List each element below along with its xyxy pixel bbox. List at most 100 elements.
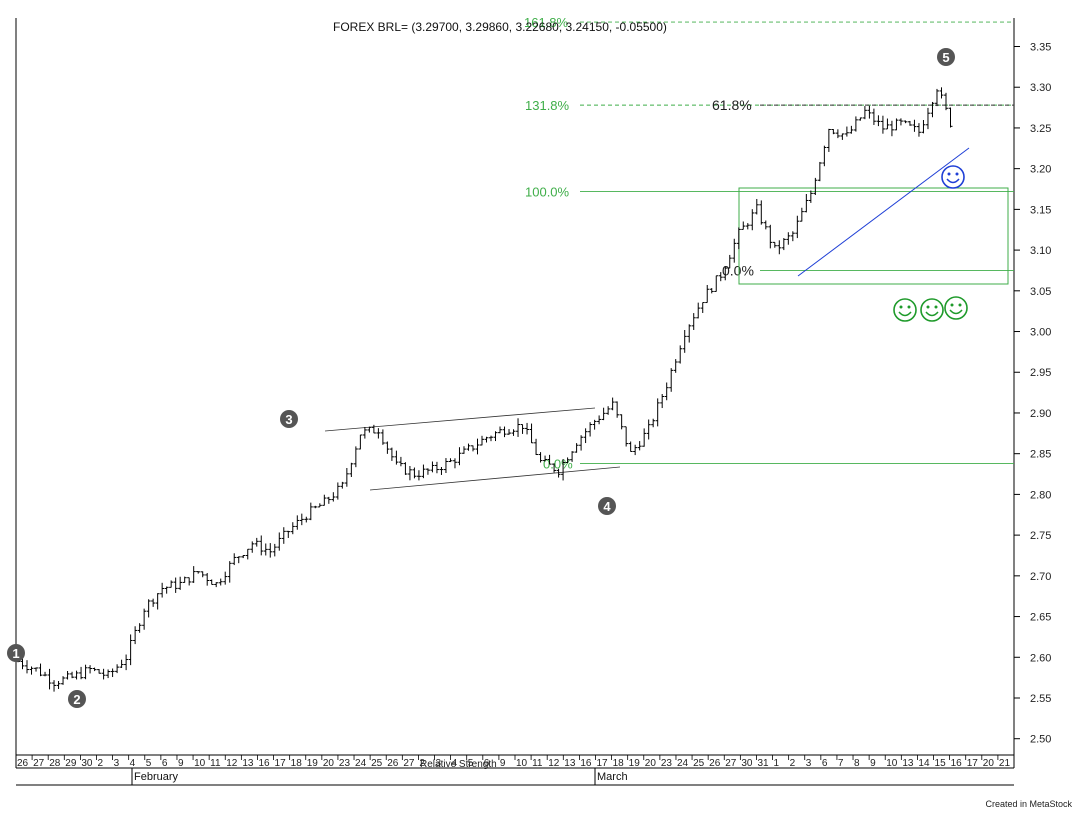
x-tick-label: 30 [741, 758, 753, 769]
x-tick-label: 24 [355, 758, 367, 769]
x-tick-label: 3 [806, 758, 812, 769]
x-tick-label: 6 [162, 758, 168, 769]
x-tick-label: 16 [580, 758, 592, 769]
y-tick-label: 2.60 [1030, 652, 1051, 664]
blue-trendline [797, 147, 970, 277]
x-tick-label: 9 [178, 758, 184, 769]
x-tick-label: 27 [403, 758, 415, 769]
x-tick-label: 31 [757, 758, 769, 769]
x-tick-label: 26 [709, 758, 721, 769]
level-161-label: 161.8% [524, 15, 569, 30]
x-tick-label: 26 [17, 758, 29, 769]
x-tick-label: 6 [484, 758, 490, 769]
indicator-label: Relative Strength [420, 759, 497, 770]
wave-marker [937, 48, 955, 66]
y-tick-label: 2.95 [1030, 367, 1051, 379]
level-100-label: 100.0% [525, 184, 570, 199]
level-0-lower-label: 0.0% [543, 456, 573, 471]
x-tick-label: 30 [81, 758, 93, 769]
x-tick-label: 10 [194, 758, 206, 769]
x-tick-label: 13 [564, 758, 576, 769]
x-tick-label: 20 [983, 758, 995, 769]
x-axis: 26 27 28 29 30 2 3 4 5 6 9 10 11 12 13 16 17 18 19 20 23 24 25… [15, 755, 1011, 785]
x-tick-label: 19 [629, 758, 641, 769]
chart-title: FOREX BRL= (3.29700, 3.29860, 3.22680, 3… [333, 20, 667, 34]
smiley-green-icon [920, 298, 944, 322]
y-tick-label: 3.35 [1030, 42, 1051, 54]
level-61-label: 61.8% [712, 97, 752, 113]
x-tick-label: 3 [436, 758, 442, 769]
x-tick-label: 20 [323, 758, 335, 769]
x-tick-label: 10 [886, 758, 898, 769]
wave-number: 4 [603, 499, 611, 514]
x-tick-label: 17 [596, 758, 608, 769]
smiley-blue-icon [941, 165, 965, 189]
y-tick-label: 3.20 [1030, 164, 1051, 176]
x-tick-label: 4 [130, 758, 136, 769]
x-tick-label: 9 [870, 758, 876, 769]
x-tick-label: 8 [854, 758, 860, 769]
x-tick-label: 4 [452, 758, 458, 769]
x-tick-label: 13 [242, 758, 254, 769]
wave-marker [7, 644, 25, 662]
x-tick-label: 12 [226, 758, 238, 769]
x-tick-label: 23 [661, 758, 673, 769]
x-tick-label: 18 [291, 758, 303, 769]
x-tick-label: 5 [146, 758, 152, 769]
x-tick-label: 17 [275, 758, 287, 769]
x-tick-label: 28 [49, 758, 61, 769]
wave-number: 3 [285, 412, 292, 427]
y-tick-label: 3.00 [1030, 327, 1051, 339]
channel-lower-line [369, 466, 621, 491]
level-0-upper-label: 0.0% [722, 262, 754, 278]
y-axis: 3.35 3.30 3.25 3.20 3.15 3.10 3.05 3.00 2.95 2.90… [1014, 42, 1051, 746]
x-tick-label: 1 [774, 758, 780, 769]
wave-labels: 1 2 3 4 5 [7, 48, 955, 708]
fibonacci-levels: 161.8% 131.8% 61.8% 100.0% 0.0% 0.0% [524, 15, 1014, 471]
wave-marker [598, 497, 616, 515]
x-tick-label: 2 [419, 758, 425, 769]
y-tick-label: 2.55 [1030, 693, 1051, 705]
x-tick-label: 17 [967, 758, 979, 769]
y-tick-label: 3.10 [1030, 245, 1051, 257]
x-tick-label: 16 [951, 758, 963, 769]
month-label: March [597, 771, 628, 783]
x-tick-label: 2 [97, 758, 103, 769]
y-tick-label: 2.50 [1030, 734, 1051, 746]
x-tick-label: 2 [790, 758, 796, 769]
x-tick-label: 10 [516, 758, 528, 769]
y-tick-label: 2.65 [1030, 612, 1051, 624]
x-tick-label: 5 [468, 758, 474, 769]
x-tick-label: 3 [114, 758, 120, 769]
price-bars [16, 87, 953, 692]
y-tick-label: 2.85 [1030, 449, 1051, 461]
x-tick-label: 26 [387, 758, 399, 769]
wave-marker [280, 410, 298, 428]
y-tick-label: 3.05 [1030, 286, 1051, 298]
x-tick-label: 23 [339, 758, 351, 769]
wave-number: 1 [12, 646, 19, 661]
x-tick-label: 14 [918, 758, 930, 769]
x-tick-label: 11 [532, 758, 543, 769]
x-tick-label: 25 [693, 758, 705, 769]
y-tick-label: 3.30 [1030, 82, 1051, 94]
wave-number: 2 [73, 692, 80, 707]
footer-credit: Created in MetaStock [985, 799, 1072, 809]
x-tick-label: 21 [999, 758, 1011, 769]
x-tick-label: 15 [935, 758, 947, 769]
y-tick-label: 2.90 [1030, 408, 1051, 420]
x-tick-label: 27 [33, 758, 45, 769]
x-tick-label: 25 [371, 758, 383, 769]
y-tick-label: 2.70 [1030, 571, 1051, 583]
x-tick-label: 11 [210, 758, 221, 769]
x-tick-label: 12 [548, 758, 560, 769]
x-tick-label: 19 [307, 758, 319, 769]
x-tick-label: 24 [677, 758, 689, 769]
x-tick-label: 6 [822, 758, 828, 769]
y-tick-label: 2.80 [1030, 489, 1051, 501]
x-tick-label: 13 [902, 758, 914, 769]
x-tick-label: 27 [725, 758, 737, 769]
y-tick-label: 3.15 [1030, 204, 1051, 216]
smiley-green-icon [893, 298, 917, 322]
y-tick-label: 2.75 [1030, 530, 1051, 542]
